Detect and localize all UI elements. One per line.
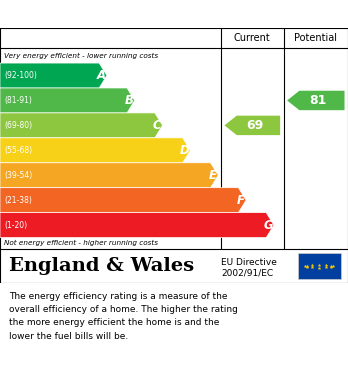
Text: (1-20): (1-20) (4, 221, 27, 230)
Text: EU Directive: EU Directive (221, 258, 277, 267)
Polygon shape (0, 138, 190, 163)
Text: B: B (125, 94, 134, 107)
Text: F: F (237, 194, 245, 207)
Text: 69: 69 (246, 119, 263, 132)
Polygon shape (0, 88, 135, 113)
Polygon shape (224, 116, 280, 135)
FancyBboxPatch shape (298, 253, 341, 279)
Polygon shape (0, 163, 218, 188)
Text: E: E (209, 169, 217, 182)
Text: 81: 81 (310, 94, 327, 107)
Text: (69-80): (69-80) (4, 121, 32, 130)
Text: G: G (264, 219, 273, 231)
Polygon shape (0, 188, 246, 213)
Text: 2002/91/EC: 2002/91/EC (221, 269, 273, 278)
Text: (81-91): (81-91) (4, 96, 32, 105)
Text: The energy efficiency rating is a measure of the
overall efficiency of a home. T: The energy efficiency rating is a measur… (9, 292, 238, 341)
Text: D: D (180, 144, 190, 157)
Polygon shape (0, 213, 274, 238)
Text: (39-54): (39-54) (4, 171, 32, 180)
Text: Potential: Potential (294, 33, 337, 43)
Text: Current: Current (234, 33, 271, 43)
Text: C: C (153, 119, 161, 132)
Text: (21-38): (21-38) (4, 196, 32, 204)
Polygon shape (287, 91, 345, 110)
Text: (55-68): (55-68) (4, 146, 32, 155)
Text: England & Wales: England & Wales (9, 257, 194, 275)
Text: Energy Efficiency Rating: Energy Efficiency Rating (9, 7, 211, 22)
Polygon shape (0, 113, 163, 138)
Text: (92-100): (92-100) (4, 71, 37, 80)
Text: Not energy efficient - higher running costs: Not energy efficient - higher running co… (4, 240, 158, 246)
Polygon shape (0, 63, 107, 88)
Text: Very energy efficient - lower running costs: Very energy efficient - lower running co… (4, 52, 158, 59)
Text: A: A (97, 69, 106, 82)
